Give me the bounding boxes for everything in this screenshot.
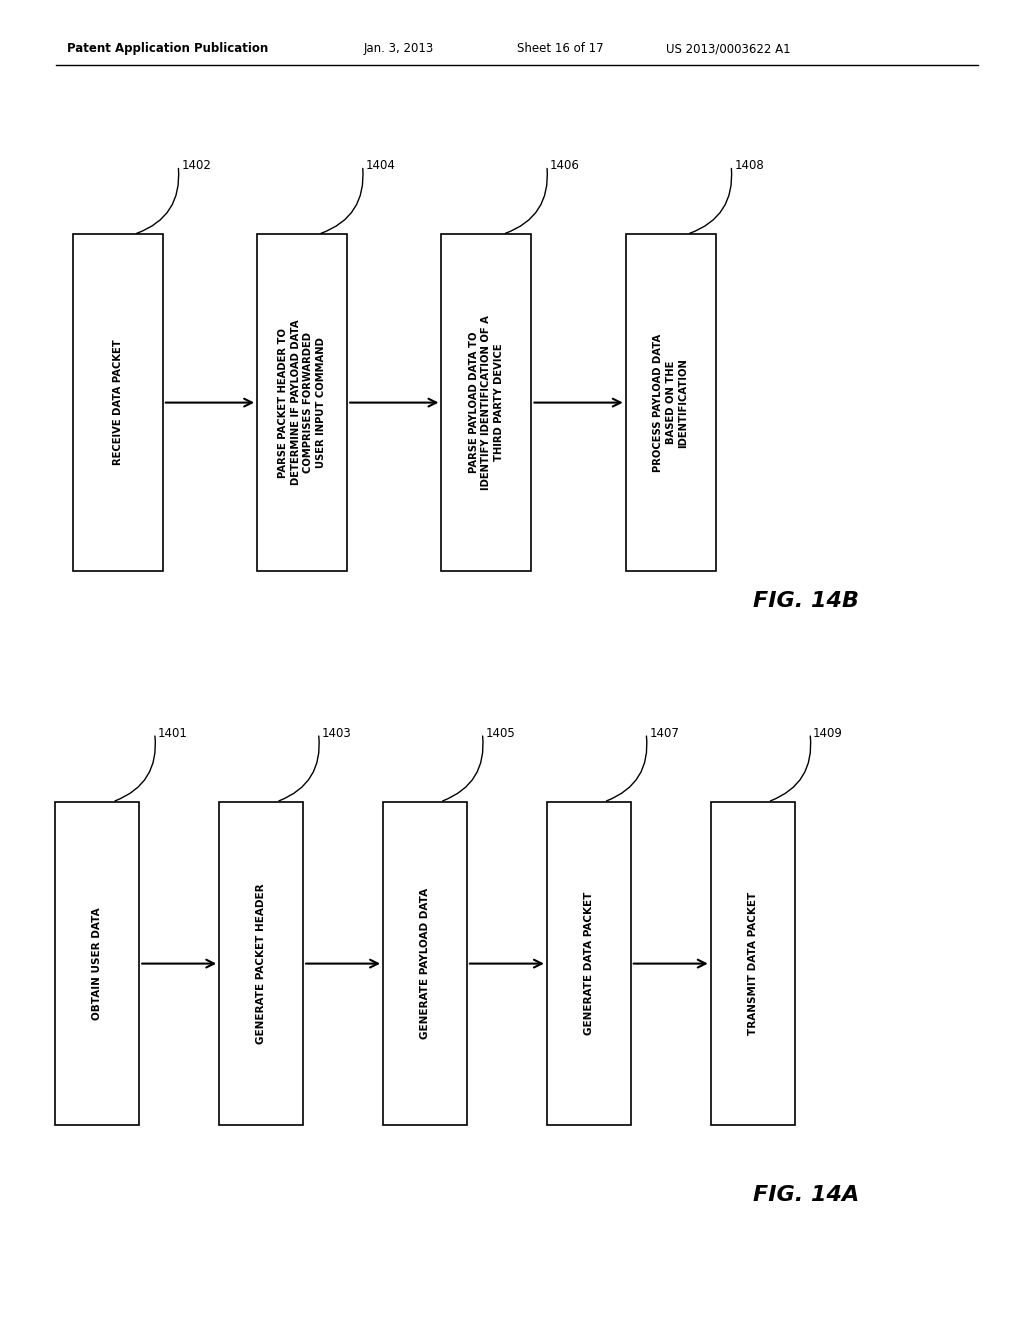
Text: 1405: 1405 bbox=[485, 727, 515, 739]
Text: TRANSMIT DATA PACKET: TRANSMIT DATA PACKET bbox=[748, 892, 758, 1035]
Bar bbox=[441, 235, 531, 572]
Text: 1407: 1407 bbox=[649, 727, 679, 739]
Text: US 2013/0003622 A1: US 2013/0003622 A1 bbox=[666, 42, 791, 55]
Text: GENERATE PAYLOAD DATA: GENERATE PAYLOAD DATA bbox=[420, 888, 430, 1039]
Bar bbox=[711, 801, 795, 1125]
Text: FIG. 14B: FIG. 14B bbox=[753, 590, 859, 611]
Text: 1409: 1409 bbox=[813, 727, 843, 739]
Text: PARSE PACKET HEADER TO
DETERMINE IF PAYLOAD DATA
COMPRISES FORWARDED
USER INPUT : PARSE PACKET HEADER TO DETERMINE IF PAYL… bbox=[279, 319, 326, 486]
Text: FIG. 14A: FIG. 14A bbox=[753, 1184, 859, 1205]
Text: 1404: 1404 bbox=[366, 160, 395, 172]
Text: OBTAIN USER DATA: OBTAIN USER DATA bbox=[92, 907, 102, 1020]
Text: RECEIVE DATA PACKET: RECEIVE DATA PACKET bbox=[113, 339, 123, 466]
Bar bbox=[383, 801, 467, 1125]
Bar bbox=[55, 801, 139, 1125]
Text: 1406: 1406 bbox=[550, 160, 580, 172]
Text: PROCESS PAYLOAD DATA
BASED ON THE
IDENTIFICATION: PROCESS PAYLOAD DATA BASED ON THE IDENTI… bbox=[653, 334, 688, 471]
Text: 1401: 1401 bbox=[158, 727, 187, 739]
Text: Sheet 16 of 17: Sheet 16 of 17 bbox=[517, 42, 604, 55]
Text: 1403: 1403 bbox=[322, 727, 351, 739]
Text: Patent Application Publication: Patent Application Publication bbox=[67, 42, 268, 55]
Bar bbox=[257, 235, 347, 572]
Bar bbox=[547, 801, 631, 1125]
Text: PARSE PAYLOAD DATA TO
IDENTIFY IDENTIFICATION OF A
THIRD PARTY DEVICE: PARSE PAYLOAD DATA TO IDENTIFY IDENTIFIC… bbox=[469, 315, 504, 490]
Text: Jan. 3, 2013: Jan. 3, 2013 bbox=[364, 42, 434, 55]
Bar bbox=[219, 801, 303, 1125]
Text: GENERATE DATA PACKET: GENERATE DATA PACKET bbox=[584, 892, 594, 1035]
Text: 1402: 1402 bbox=[181, 160, 211, 172]
Text: 1408: 1408 bbox=[734, 160, 764, 172]
Bar bbox=[626, 235, 716, 572]
Text: GENERATE PACKET HEADER: GENERATE PACKET HEADER bbox=[256, 883, 266, 1044]
Bar bbox=[73, 235, 163, 572]
